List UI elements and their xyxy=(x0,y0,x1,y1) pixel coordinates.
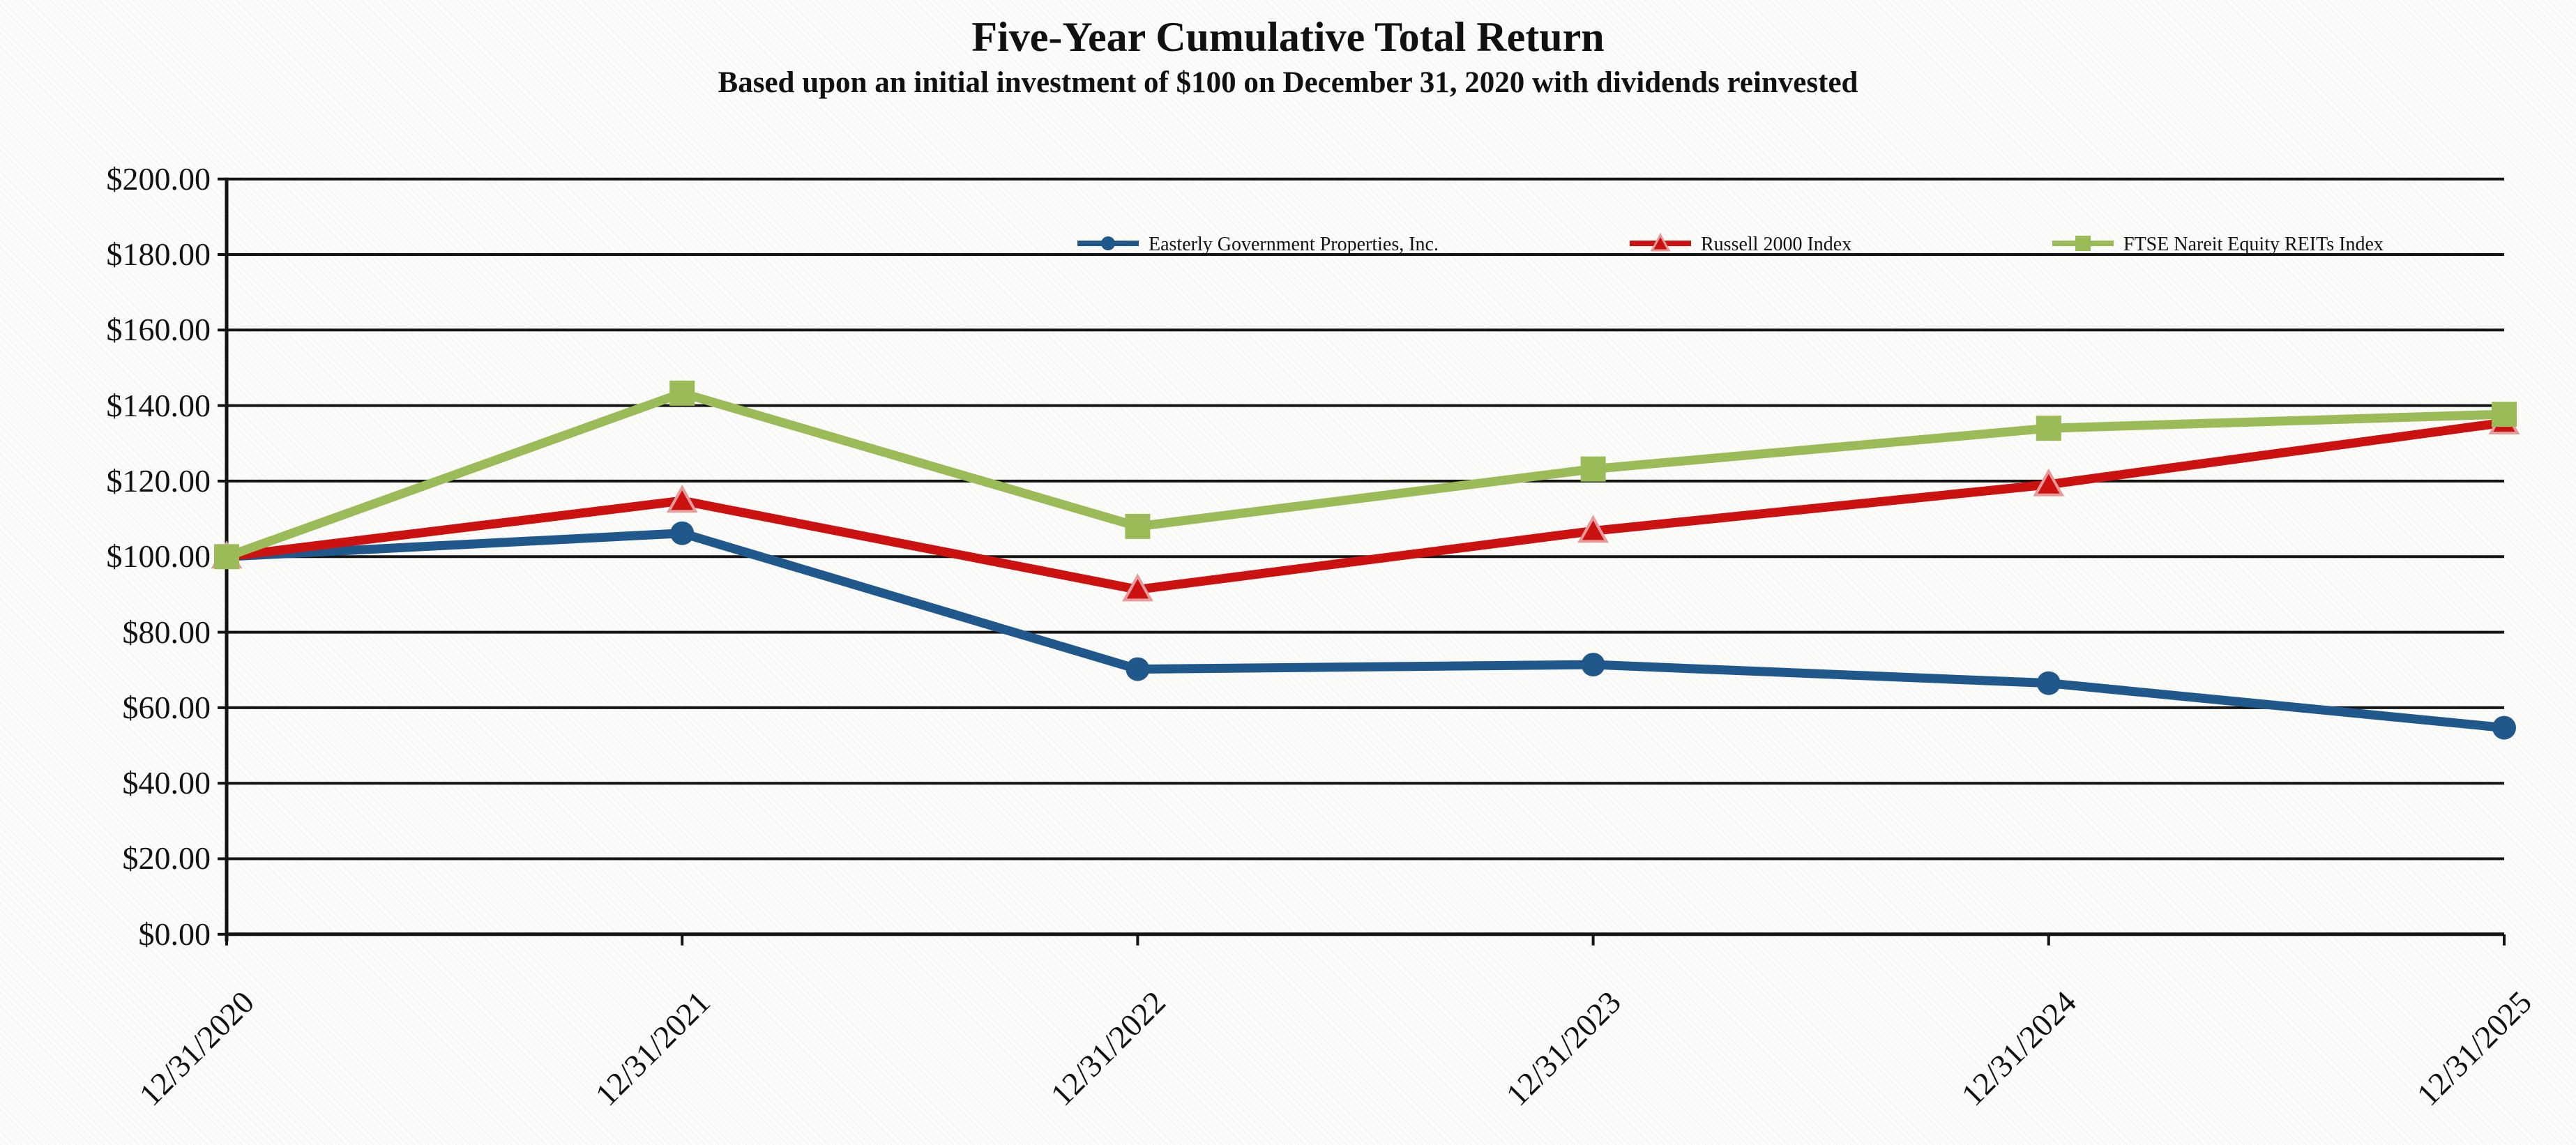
legend-marker-circle xyxy=(1077,236,1139,250)
y-axis-tick-label: $160.00 xyxy=(106,312,211,348)
legend-label: Easterly Government Properties, Inc. xyxy=(1149,234,1439,255)
data-point-square xyxy=(2492,402,2517,427)
data-point-triangle xyxy=(666,485,698,513)
chart-title: Five-Year Cumulative Total Return xyxy=(971,14,1605,60)
y-axis-tick-label: $20.00 xyxy=(122,840,211,877)
legend-item-easterly: Easterly Government Properties, Inc. xyxy=(1076,227,1439,262)
data-point-circle xyxy=(1126,657,1150,681)
legend-line-square-sample xyxy=(2051,228,2115,262)
series-line-triangle xyxy=(226,418,2505,594)
data-point-triangle xyxy=(2033,468,2065,496)
y-axis-tick-label: $0.00 xyxy=(138,916,211,952)
y-axis-tick-label: $140.00 xyxy=(106,387,211,423)
data-point-triangle xyxy=(1121,573,1153,602)
legend-item-russell-2000: Russell 2000 Index xyxy=(1628,227,1851,262)
data-point-square xyxy=(1125,513,1151,539)
y-axis-tick-label: $180.00 xyxy=(106,236,211,272)
y-axis-tick-label: $100.00 xyxy=(106,538,211,575)
data-point-square xyxy=(214,544,239,570)
y-axis-tick-label: $200.00 xyxy=(106,160,211,197)
data-point-square xyxy=(2036,416,2061,441)
legend-item-ftse-nareit: FTSE Nareit Equity REITs Index xyxy=(2051,227,2384,262)
legend-label: FTSE Nareit Equity REITs Index xyxy=(2123,234,2384,255)
y-axis-tick-label: $120.00 xyxy=(106,462,211,499)
data-point-square xyxy=(1580,456,1606,482)
legend-marker-square xyxy=(2052,235,2114,251)
data-point-square xyxy=(669,380,695,406)
data-point-circle xyxy=(2492,715,2516,740)
y-axis-tick-label: $60.00 xyxy=(122,689,211,725)
legend-marker-triangle xyxy=(1630,232,1691,251)
data-point-circle xyxy=(670,521,695,545)
data-point-circle xyxy=(2036,671,2061,695)
data-point-triangle xyxy=(1577,515,1609,543)
chart-subtitle: Based upon an initial investment of $100… xyxy=(718,66,1858,99)
data-point-circle xyxy=(1581,653,1605,677)
y-axis-tick-label: $80.00 xyxy=(122,614,211,650)
legend-line-circle-sample xyxy=(1076,228,1140,262)
series-line-circle xyxy=(226,529,2505,733)
y-axis-tick-label: $40.00 xyxy=(122,765,211,801)
series-line-square xyxy=(225,388,2505,561)
title-block: Five-Year Cumulative Total Return Based … xyxy=(0,11,2576,103)
legend-line-triangle-sample xyxy=(1628,228,1692,262)
legend-label: Russell 2000 Index xyxy=(1701,234,1852,255)
